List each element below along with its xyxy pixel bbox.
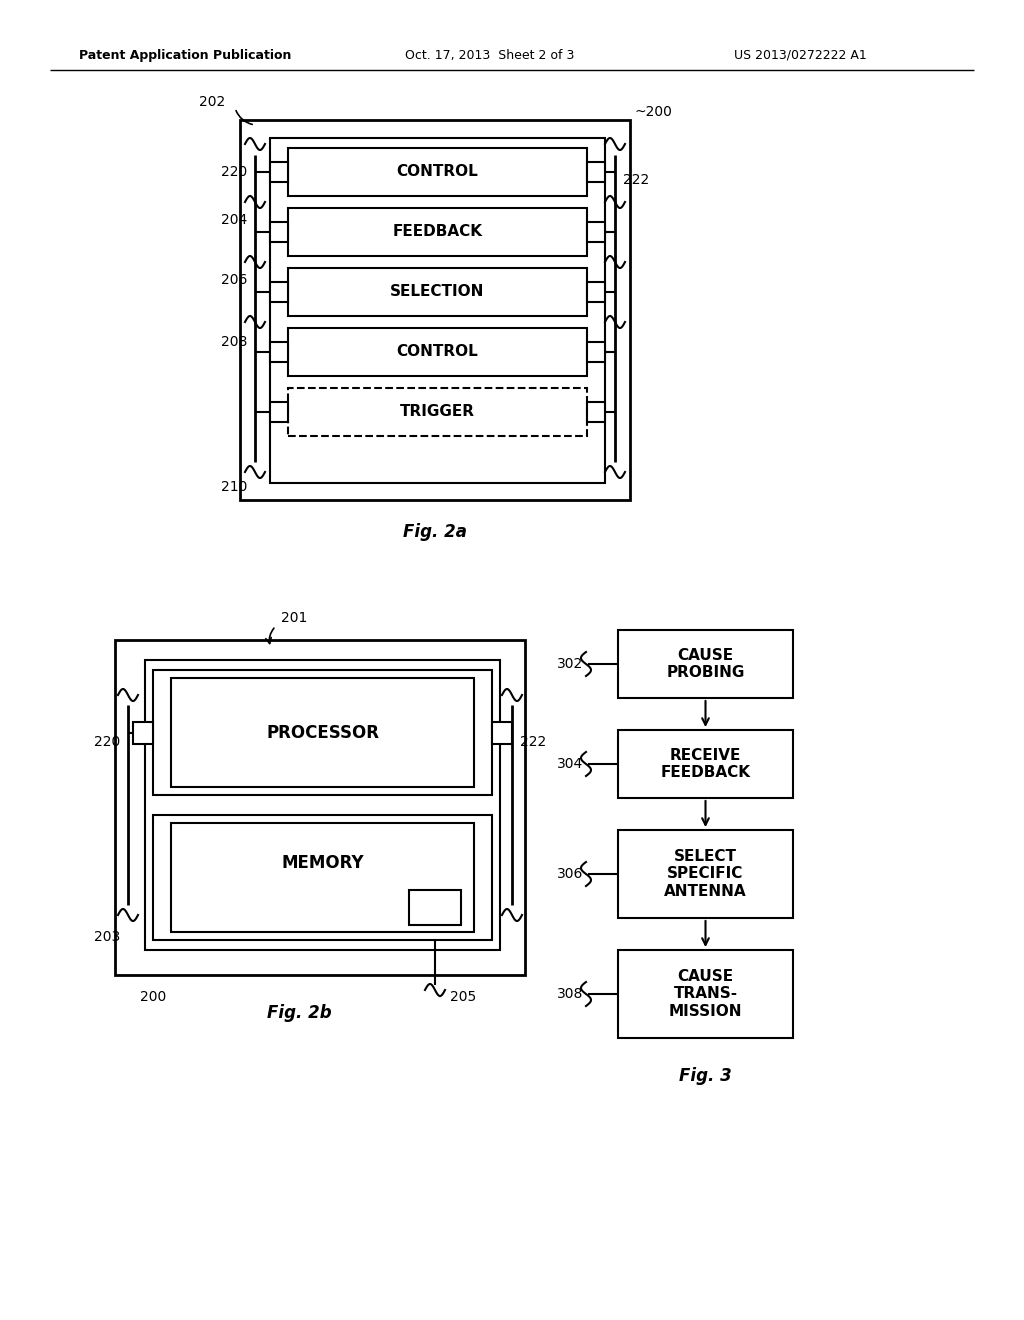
Bar (618, 730, 793, 799)
Bar (115, 640, 525, 975)
Text: 208: 208 (220, 335, 247, 348)
Bar (587, 222, 605, 242)
Bar (270, 403, 288, 422)
Text: CONTROL: CONTROL (396, 165, 478, 180)
Text: 210: 210 (220, 480, 247, 494)
Bar (270, 222, 288, 242)
Bar (288, 327, 587, 376)
Bar (409, 890, 461, 925)
Text: SELECTION: SELECTION (390, 285, 484, 300)
Bar (587, 403, 605, 422)
Text: 308: 308 (557, 987, 583, 1001)
Text: 304: 304 (557, 756, 583, 771)
Text: Fig. 3: Fig. 3 (679, 1067, 732, 1085)
Bar (587, 162, 605, 182)
Bar (587, 282, 605, 302)
Bar (270, 139, 605, 483)
Text: 222: 222 (520, 735, 546, 750)
Text: 302: 302 (557, 657, 583, 671)
Text: CAUSE
TRANS-
MISSION: CAUSE TRANS- MISSION (669, 969, 742, 1019)
Bar (288, 388, 587, 436)
Bar (288, 268, 587, 315)
Bar (618, 830, 793, 917)
Text: 220: 220 (221, 165, 247, 180)
Text: 206: 206 (220, 273, 247, 286)
Bar (288, 209, 587, 256)
Text: US 2013/0272222 A1: US 2013/0272222 A1 (733, 49, 866, 62)
Text: CONTROL: CONTROL (396, 345, 478, 359)
Text: 306: 306 (557, 867, 583, 880)
Text: 222: 222 (623, 173, 649, 187)
Bar (288, 148, 587, 195)
Bar (618, 630, 793, 698)
Text: 205: 205 (450, 990, 476, 1005)
Text: Fig. 2a: Fig. 2a (403, 523, 467, 541)
Bar (618, 950, 793, 1038)
Text: 202: 202 (199, 95, 225, 110)
Text: 204: 204 (221, 213, 247, 227)
Text: PROCESSOR: PROCESSOR (266, 723, 379, 742)
Bar (153, 814, 492, 940)
Text: 200: 200 (140, 990, 166, 1005)
Text: 203: 203 (94, 931, 120, 944)
Bar (587, 342, 605, 362)
Text: TRIGGER: TRIGGER (400, 404, 475, 420)
Bar (145, 660, 500, 950)
Bar (492, 722, 512, 743)
Text: ~200: ~200 (635, 106, 673, 119)
Text: 220: 220 (94, 735, 120, 750)
Text: Oct. 17, 2013  Sheet 2 of 3: Oct. 17, 2013 Sheet 2 of 3 (406, 49, 574, 62)
Text: MEMORY: MEMORY (282, 854, 364, 871)
Text: FEEDBACK: FEEDBACK (392, 224, 482, 239)
Text: CAUSE
PROBING: CAUSE PROBING (667, 648, 744, 680)
Bar (270, 162, 288, 182)
Text: Patent Application Publication: Patent Application Publication (79, 49, 291, 62)
Bar (133, 722, 153, 743)
Bar (270, 282, 288, 302)
Bar (171, 822, 474, 932)
Bar (240, 120, 630, 500)
Bar (270, 342, 288, 362)
Text: SELECT
SPECIFIC
ANTENNA: SELECT SPECIFIC ANTENNA (665, 849, 746, 899)
Bar (171, 678, 474, 787)
Text: 201: 201 (281, 611, 307, 624)
Text: RECEIVE
FEEDBACK: RECEIVE FEEDBACK (660, 748, 751, 780)
Bar (153, 671, 492, 795)
Text: Fig. 2b: Fig. 2b (267, 1005, 332, 1022)
